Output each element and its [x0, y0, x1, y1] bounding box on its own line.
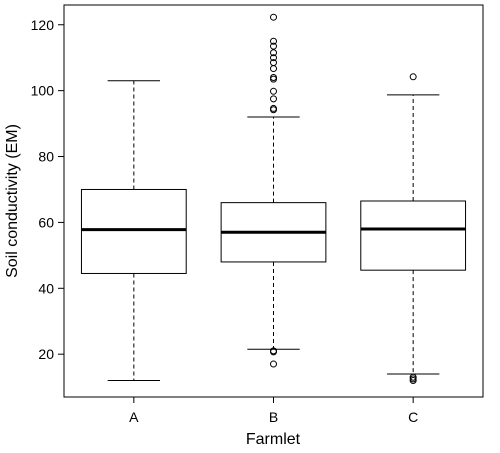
y-tick-label: 20	[38, 346, 54, 362]
x-tick-label: C	[408, 409, 418, 425]
y-tick-label: 80	[38, 149, 54, 165]
outlier-point	[270, 360, 277, 368]
x-tick-label: A	[129, 409, 139, 425]
outlier-point	[270, 59, 277, 67]
iqr-box	[360, 200, 467, 271]
outlier-point	[409, 373, 417, 381]
y-tick-label: 120	[31, 17, 55, 33]
y-tick-label: 60	[38, 214, 54, 230]
y-axis-label: Soil conductivity (EM)	[4, 124, 21, 278]
outlier-point	[270, 95, 277, 103]
outlier-point	[270, 73, 277, 81]
x-axis-label: Farmlet	[246, 431, 301, 448]
x-axis: A B C	[129, 397, 418, 425]
outlier-point	[409, 73, 417, 81]
y-tick-label: 100	[31, 83, 55, 99]
outlier-point	[270, 49, 277, 57]
x-tick-label: B	[269, 409, 278, 425]
outlier-point	[270, 87, 277, 95]
outlier-point	[270, 104, 277, 112]
box-c	[360, 73, 467, 385]
box-b	[220, 13, 327, 368]
outlier-point	[270, 13, 277, 21]
iqr-box	[80, 188, 187, 274]
y-tick-label: 40	[38, 280, 54, 296]
outlier-point	[270, 37, 277, 45]
outlier-point	[270, 54, 277, 62]
box-a	[80, 80, 187, 382]
boxes	[80, 13, 467, 385]
y-axis: 20 40 60 80 100 120	[31, 17, 64, 362]
outlier-point	[270, 42, 277, 50]
outlier-point	[270, 347, 277, 355]
outlier-point	[270, 65, 277, 73]
